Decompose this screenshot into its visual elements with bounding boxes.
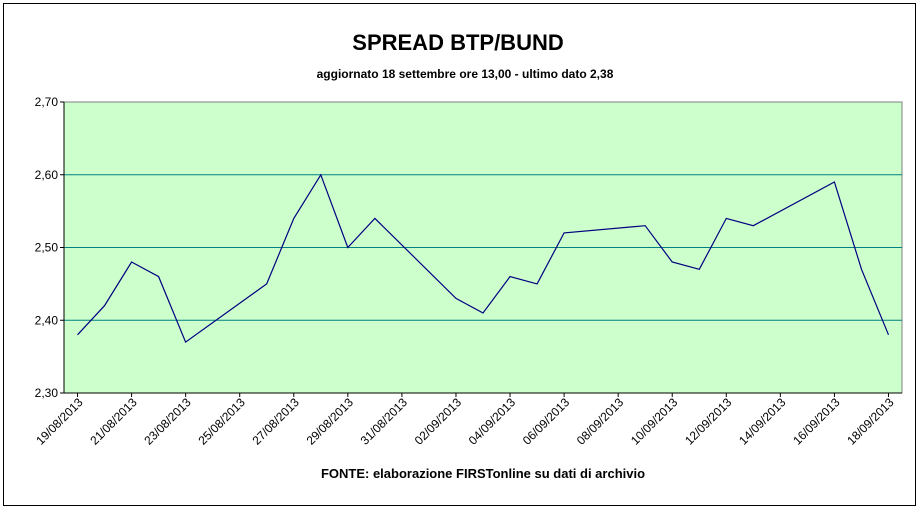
y-tick-label: 2,30 (35, 386, 59, 400)
chart-subtitle: aggiornato 18 settembre ore 13,00 - ulti… (317, 67, 614, 81)
y-tick-label: 2,50 (35, 241, 59, 255)
data-line (77, 173, 890, 344)
y-tick-label: 2,60 (35, 168, 59, 182)
y-tick-label: 2,40 (35, 313, 59, 327)
source-note: FONTE: elaborazione FIRSTonline su dati … (321, 466, 645, 481)
chart-title: SPREAD BTP/BUND (352, 30, 563, 55)
y-tick-label: 2,70 (35, 95, 59, 109)
